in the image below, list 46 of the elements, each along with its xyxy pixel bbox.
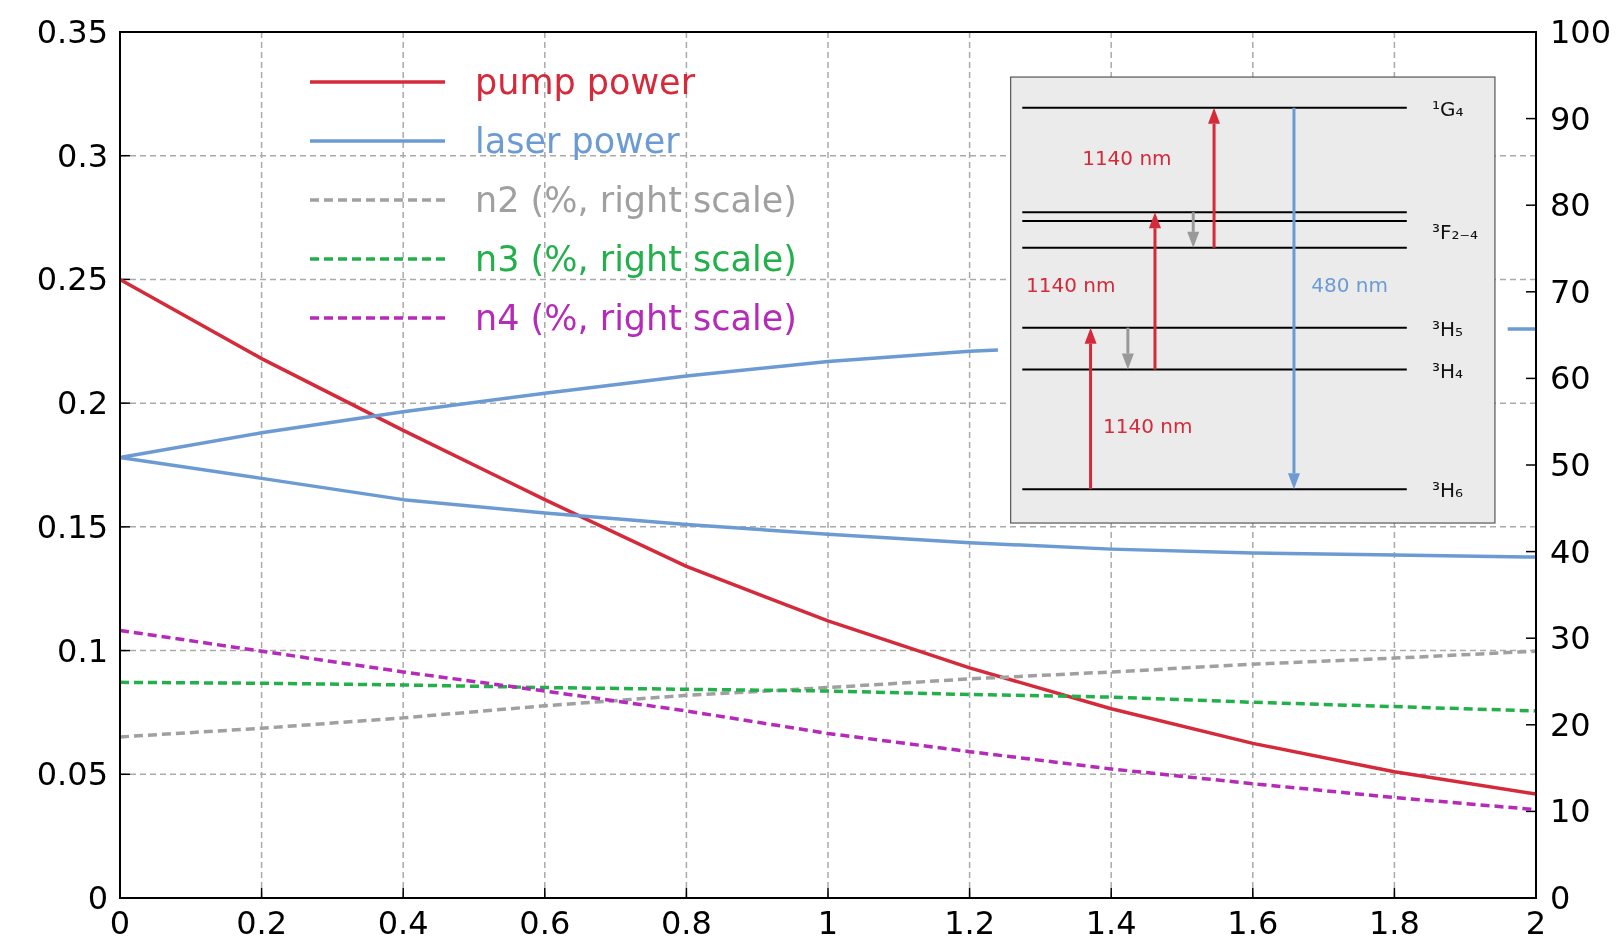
annotation: 1140 nm	[1082, 146, 1172, 171]
y2-tick-label: 0	[1550, 879, 1571, 917]
y-tick-label: 0.1	[57, 631, 108, 670]
y-tick-label: 0.05	[36, 755, 108, 794]
legend-label: laser power	[475, 121, 681, 161]
y-tick-label: 0.35	[36, 13, 108, 51]
y-tick-label: 0.3	[57, 136, 108, 175]
y2-tick-label: 20	[1550, 705, 1591, 744]
x-tick-label: 2	[1525, 904, 1547, 942]
x-tick-label: 0	[109, 904, 131, 942]
annotation: 1140 nm	[1103, 413, 1193, 438]
y2-tick-label: 10	[1550, 792, 1591, 831]
x-tick-label: 0.8	[660, 904, 712, 942]
x-tick-label: 0.4	[377, 904, 429, 942]
y2-tick-label: 90	[1550, 99, 1591, 138]
x-tick-label: 1	[817, 904, 839, 942]
y-tick-label: 0.15	[36, 507, 108, 546]
y2-tick-label: 30	[1550, 619, 1591, 658]
x-tick-label: 1.6	[1227, 904, 1279, 942]
y2-tick-label: 100	[1550, 13, 1612, 51]
y2-tick-label: 60	[1550, 359, 1591, 398]
annotation: ³H₄	[1431, 358, 1464, 383]
x-tick-label: 1.4	[1085, 904, 1137, 942]
legend-label: n4 (%, right scale)	[475, 298, 797, 338]
line-series	[118, 680, 1538, 713]
annotation: 1140 nm	[1026, 272, 1116, 297]
y-tick-label: 0.2	[57, 384, 108, 423]
annotation: ¹G₄	[1431, 96, 1464, 121]
x-tick-label: 1.8	[1368, 904, 1420, 942]
annotation: ³H₅	[1431, 316, 1464, 341]
x-tick-label: 0.2	[236, 904, 288, 942]
legend-label: n3 (%, right scale)	[475, 239, 797, 279]
y2-tick-label: 80	[1550, 186, 1591, 225]
y2-tick-label: 50	[1550, 446, 1591, 484]
x-tick-label: 0.6	[519, 904, 571, 942]
legend-label: pump power	[475, 62, 696, 102]
y2-tick-label: 70	[1550, 272, 1591, 311]
annotation: 480 nm	[1311, 272, 1389, 297]
annotation: ³F₂₋₄	[1431, 219, 1479, 244]
y-tick-label: 0	[87, 879, 108, 917]
y-tick-label: 0.25	[36, 260, 108, 299]
legend-label: n2 (%, right scale)	[475, 180, 797, 220]
annotation: ³H₆	[1431, 478, 1464, 503]
x-tick-label: 1.2	[944, 904, 996, 942]
line-series	[118, 277, 1538, 796]
y2-tick-label: 40	[1550, 532, 1591, 571]
